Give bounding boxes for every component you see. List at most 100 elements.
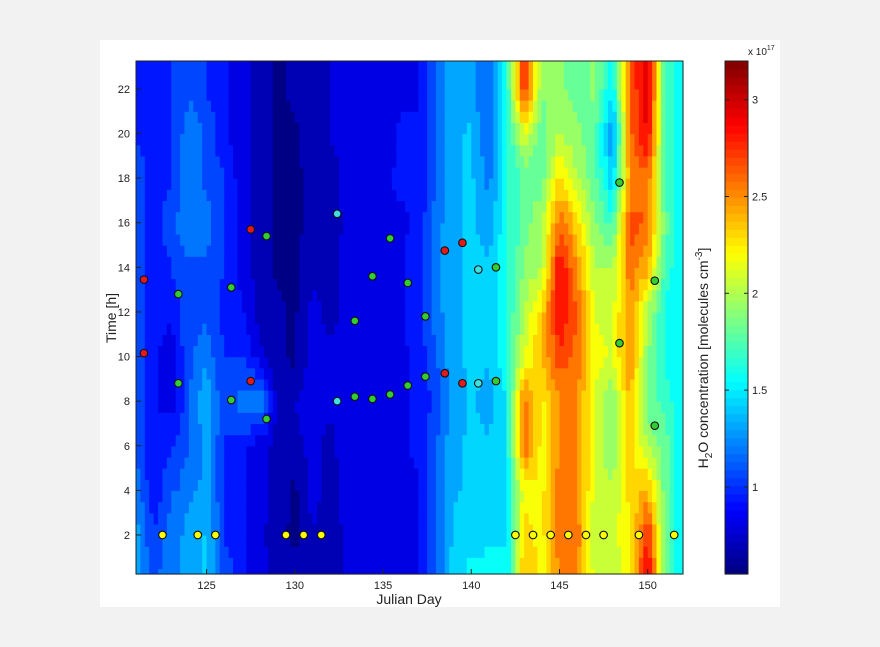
contour-cell: [268, 133, 274, 146]
contour-cell: [475, 323, 481, 335]
contour-cell: [272, 323, 278, 335]
contour-cell: [211, 412, 216, 425]
contour-cell: [352, 245, 358, 257]
contour-cell: [462, 278, 468, 291]
contour-cell: [325, 434, 331, 447]
contour-cell: [405, 300, 411, 313]
contour-cell: [497, 289, 503, 302]
contour-cell: [431, 456, 437, 469]
contour-cell: [140, 311, 146, 324]
contour-cell: [224, 490, 230, 503]
contour-cell: [347, 133, 353, 146]
contour-cell: [180, 412, 186, 425]
contour-cell: [347, 557, 353, 570]
contour-cell: [559, 490, 565, 503]
contour-cell: [383, 423, 388, 436]
contour-cell: [550, 356, 556, 369]
contour-cell: [444, 456, 450, 469]
contour-cell: [316, 100, 322, 112]
contour-cell: [140, 434, 146, 447]
contour-cell: [563, 300, 569, 313]
contour-cell: [471, 345, 477, 358]
contour-cell: [533, 523, 538, 536]
contour-cell: [568, 546, 574, 558]
contour-cell: [184, 88, 190, 101]
contour-cell: [202, 200, 208, 213]
contour-cell: [224, 133, 230, 146]
contour-cell: [193, 166, 199, 179]
contour-cell: [374, 289, 380, 302]
contour-cell: [241, 267, 247, 280]
contour-cell: [462, 323, 468, 335]
contour-cell: [272, 412, 278, 425]
contour-cell: [599, 300, 605, 313]
contour-cell: [519, 378, 525, 391]
contour-cell: [197, 434, 203, 447]
contour-cell: [396, 334, 402, 346]
contour-cell: [537, 479, 543, 491]
contour-cell: [515, 211, 521, 224]
contour-cell: [422, 423, 428, 436]
contour-cell: [537, 390, 543, 402]
contour-cell: [153, 88, 159, 101]
contour-cell: [246, 267, 252, 280]
contour-cell: [458, 222, 463, 235]
contour-cell: [281, 323, 287, 335]
contour-cell: [383, 456, 388, 469]
contour-cell: [449, 245, 455, 257]
contour-cell: [444, 300, 450, 313]
contour-cell: [577, 166, 583, 179]
contour-cell: [365, 289, 371, 302]
contour-cell: [563, 412, 569, 425]
contour-cell: [586, 367, 591, 380]
contour-cell: [493, 189, 499, 202]
contour-cell: [136, 278, 141, 291]
contour-cell: [312, 535, 318, 547]
contour-cell: [259, 390, 265, 402]
contour-cell: [497, 434, 503, 447]
contour-cell: [590, 267, 596, 280]
contour-cell: [378, 468, 384, 480]
contour-cell: [277, 401, 283, 413]
contour-cell: [197, 256, 203, 268]
contour-cell: [537, 356, 543, 369]
contour-cell: [515, 401, 521, 413]
contour-cell: [581, 568, 587, 575]
contour-cell: [153, 445, 159, 458]
contour-cell: [211, 211, 216, 224]
contour-cell: [572, 245, 578, 257]
contour-cell: [136, 423, 141, 436]
contour-cell: [488, 178, 494, 190]
contour-cell: [184, 535, 190, 547]
contour-cell: [149, 133, 155, 146]
contour-cell: [471, 211, 477, 224]
contour-cell: [506, 345, 512, 358]
contour-cell: [347, 412, 353, 425]
contour-cell: [316, 245, 322, 257]
contour-cell: [338, 445, 344, 458]
contour-cell: [378, 100, 384, 112]
contour-cell: [506, 535, 512, 547]
contour-cell: [396, 378, 402, 391]
contour-cell: [563, 390, 569, 402]
contour-cell: [497, 61, 503, 68]
contour-cell: [374, 66, 380, 79]
contour-cell: [233, 256, 238, 268]
contour-cell: [493, 434, 499, 447]
contour-cell: [427, 568, 433, 575]
contour-cell: [568, 245, 574, 257]
contour-cell: [528, 490, 534, 503]
contour-cell: [396, 512, 402, 525]
contour-cell: [440, 300, 446, 313]
contour-cell: [241, 100, 247, 112]
contour-cell: [444, 323, 450, 335]
contour-cell: [590, 88, 596, 101]
contour-cell: [233, 133, 238, 146]
contour-cell: [440, 256, 446, 268]
contour-cell: [519, 401, 525, 413]
contour-cell: [436, 334, 441, 346]
contour-cell: [413, 233, 419, 246]
contour-cell: [462, 155, 468, 168]
contour-cell: [180, 256, 186, 268]
contour-cell: [533, 367, 538, 380]
